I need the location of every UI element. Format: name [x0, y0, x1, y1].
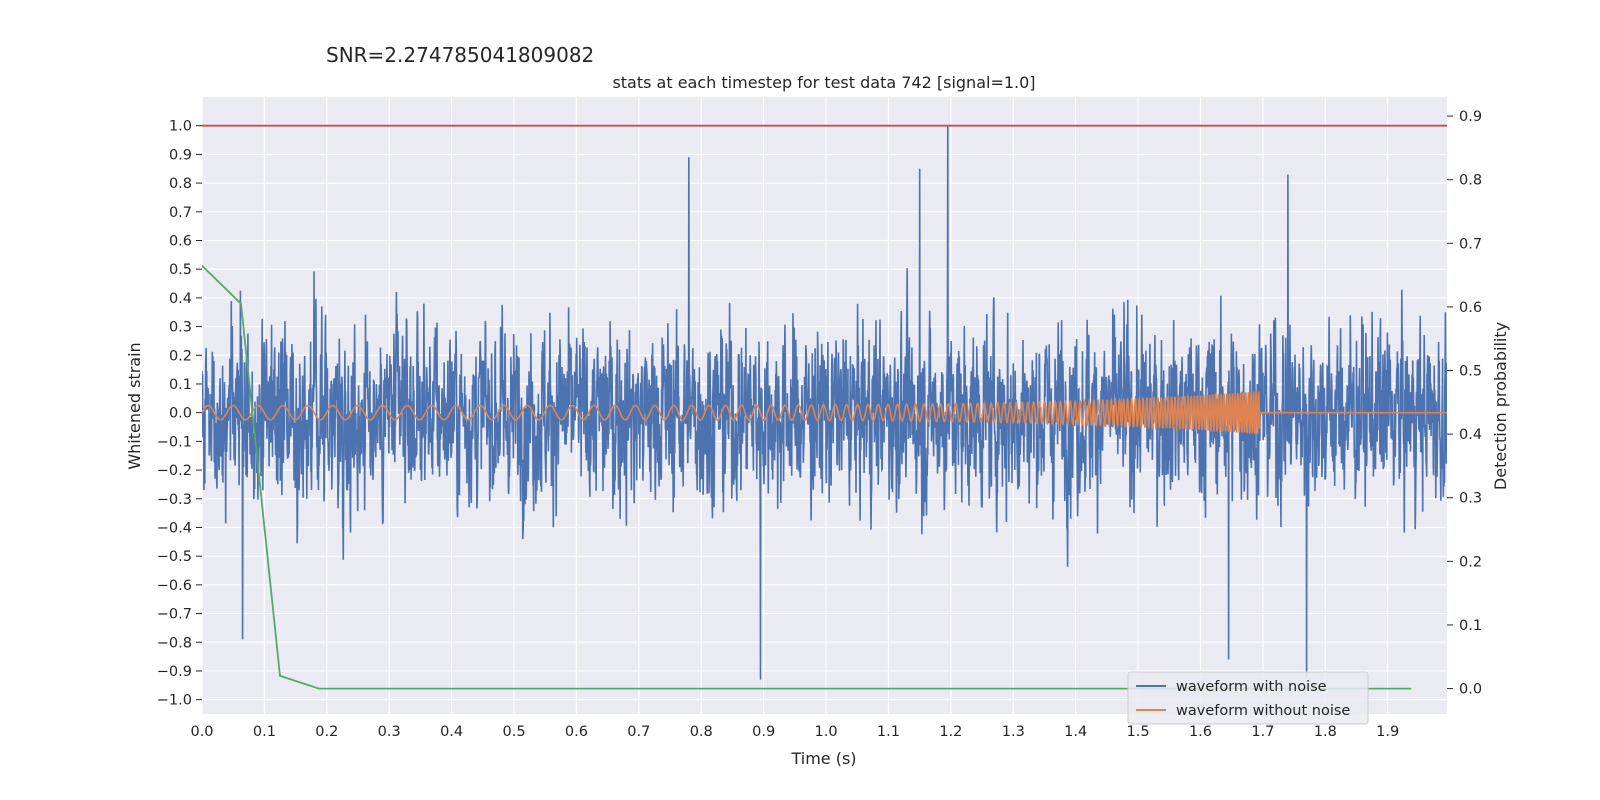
x-tick-label: 1.4: [1064, 724, 1087, 740]
y-axis-label: Whitened strain: [125, 342, 144, 469]
legend-label-with-noise: waveform with noise: [1176, 679, 1327, 695]
y2-tick-label: 0.3: [1459, 491, 1482, 507]
x-tick-label: 1.0: [815, 724, 838, 740]
y-tick-label: −0.7: [157, 607, 192, 623]
y2-tick-label: 0.5: [1459, 364, 1482, 380]
y-tick-label: −1.0: [157, 693, 192, 709]
x-tick-label: 0.0: [190, 724, 213, 740]
x-tick-label: 1.3: [1002, 724, 1025, 740]
series-layer: [202, 124, 1447, 690]
x-axis-ticks: 0.0 0.1 0.2 0.3 0.4 0.5 0.6 0.7 0.8 0.9 1.0 1.1 1.2 1…: [190, 724, 1399, 740]
y-tick-label: −0.3: [157, 492, 192, 508]
y-tick-label: 0.9: [169, 147, 192, 163]
x-tick-label: 0.2: [315, 724, 338, 740]
y2-tick-label: 0.8: [1459, 173, 1482, 189]
y-axis-ticks: 1.0 0.9 0.8 0.7 0.6 0.5 0.4 0.3 0.2 0.1 0.0 −0.1 −0.…: [157, 119, 202, 709]
y2-tick-label: 0.2: [1459, 554, 1482, 570]
series-detection-probability: [202, 264, 1412, 690]
y-tick-label: −0.2: [157, 463, 192, 479]
y2-tick-label: 0.1: [1459, 618, 1482, 634]
y2-axis-label: Detection probability: [1491, 322, 1510, 490]
x-tick-label: 0.1: [253, 724, 276, 740]
x-tick-label: 0.8: [690, 724, 713, 740]
y2-tick-label: 0.6: [1459, 300, 1482, 316]
legend: waveform with noise waveform without noi…: [1127, 671, 1369, 725]
y-tick-label: −0.4: [157, 520, 192, 536]
y-tick-label: −0.8: [157, 635, 192, 651]
legend-box: [1127, 671, 1369, 725]
y-tick-label: 0.1: [169, 377, 192, 393]
y2-tick-label: 0.9: [1459, 109, 1482, 125]
y-tick-label: −0.9: [157, 664, 192, 680]
legend-label-without-noise: waveform without noise: [1176, 703, 1350, 719]
y-tick-label: −0.5: [157, 549, 192, 565]
series-waveform-without-noise: [202, 391, 1447, 435]
x-tick-label: 1.9: [1376, 724, 1399, 740]
y2-tick-label: 0.0: [1459, 682, 1482, 698]
x-axis-label: Time (s): [790, 749, 856, 768]
y2-axis-ticks: 0.9 0.8 0.7 0.6 0.5 0.4 0.3 0.2 0.1 0.0: [1447, 109, 1482, 698]
y-tick-label: −0.1: [157, 434, 192, 450]
y-tick-label: 0.4: [169, 291, 192, 307]
x-tick-label: 1.6: [1189, 724, 1212, 740]
grid: [201, 97, 1447, 714]
x-tick-label: 1.8: [1314, 724, 1337, 740]
x-tick-label: 0.4: [440, 724, 463, 740]
y-tick-label: 0.6: [169, 233, 192, 249]
y-tick-label: −0.6: [157, 578, 192, 594]
x-tick-label: 0.6: [565, 724, 588, 740]
y-tick-label: 0.2: [169, 348, 192, 364]
snr-label: SNR=2.274785041809082: [326, 43, 594, 67]
y-tick-label: 0.0: [169, 406, 192, 422]
x-tick-label: 1.2: [939, 724, 962, 740]
y-tick-label: 0.7: [169, 205, 192, 221]
x-tick-label: 1.7: [1251, 724, 1274, 740]
y2-tick-label: 0.4: [1459, 427, 1482, 443]
y-tick-label: 0.5: [169, 262, 192, 278]
x-tick-label: 1.1: [877, 724, 900, 740]
x-tick-label: 0.5: [502, 724, 525, 740]
chart-title: stats at each timestep for test data 742…: [612, 73, 1035, 92]
x-tick-label: 1.5: [1127, 724, 1150, 740]
y2-tick-label: 0.7: [1459, 236, 1482, 252]
x-tick-label: 0.3: [378, 724, 401, 740]
y-tick-label: 0.3: [169, 320, 192, 336]
x-tick-label: 0.7: [627, 724, 650, 740]
y-tick-label: 1.0: [169, 119, 192, 135]
y-tick-label: 0.8: [169, 176, 192, 192]
x-tick-label: 0.9: [752, 724, 775, 740]
